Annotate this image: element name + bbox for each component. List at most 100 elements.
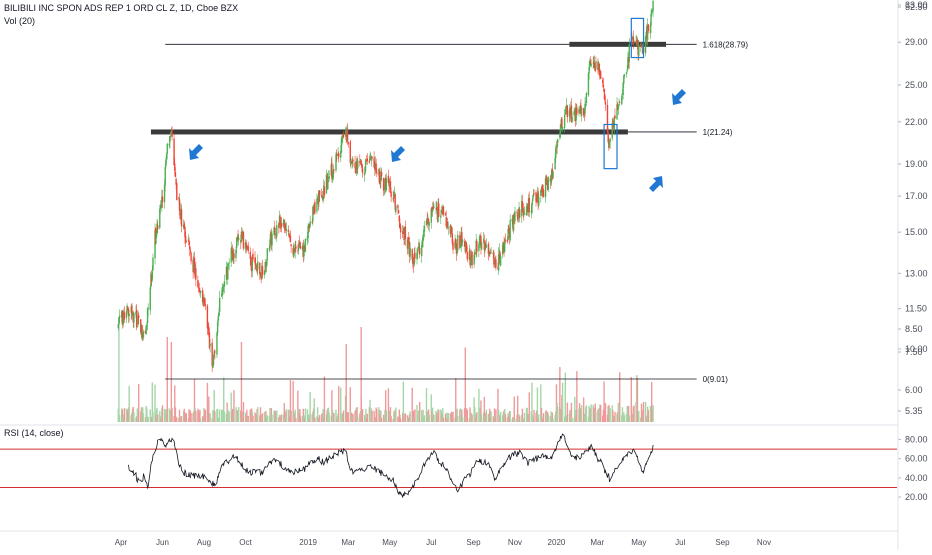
candle-body bbox=[535, 192, 537, 202]
volume-spike bbox=[630, 377, 632, 422]
volume-bar bbox=[263, 411, 266, 422]
candle-body bbox=[297, 243, 300, 251]
candle-body bbox=[525, 206, 528, 216]
candle-body bbox=[511, 218, 513, 222]
x-tick-label: Jun bbox=[156, 538, 169, 547]
volume-bar bbox=[223, 377, 225, 422]
price-tick-label: 19.00 bbox=[905, 159, 928, 169]
candle-body bbox=[566, 105, 569, 118]
candle-body bbox=[480, 242, 483, 250]
volume-bar bbox=[633, 405, 635, 422]
candle-body bbox=[602, 84, 605, 88]
volume-bar bbox=[206, 382, 209, 422]
candle-body bbox=[421, 244, 423, 257]
volume-bar bbox=[471, 414, 473, 422]
volume-bar bbox=[195, 411, 197, 422]
candle-body bbox=[436, 207, 438, 211]
candle-body bbox=[361, 164, 363, 169]
volume-bar bbox=[652, 405, 654, 422]
x-tick-label: Apr bbox=[115, 538, 128, 547]
candle-body bbox=[249, 251, 251, 260]
candle-body bbox=[570, 105, 573, 122]
volume-bar bbox=[299, 416, 302, 422]
volume-bar bbox=[333, 413, 335, 422]
candle-body bbox=[609, 138, 611, 142]
candle-body bbox=[311, 221, 313, 223]
candle-body bbox=[573, 111, 575, 116]
candle-body bbox=[340, 150, 342, 158]
candle-body bbox=[359, 161, 361, 163]
candle-body bbox=[413, 254, 415, 265]
candle-body bbox=[265, 260, 268, 268]
candle-body bbox=[151, 271, 153, 280]
volume-bar bbox=[483, 396, 486, 422]
volume-bar bbox=[246, 409, 248, 422]
volume-bar bbox=[318, 414, 321, 422]
volume-bar bbox=[604, 403, 607, 422]
volume-bar bbox=[412, 410, 415, 422]
candle-body bbox=[628, 44, 630, 62]
volume-bar bbox=[550, 411, 552, 422]
candle-body bbox=[203, 298, 206, 305]
volume-bar bbox=[523, 412, 526, 422]
volume-bar bbox=[480, 414, 483, 422]
candle-body bbox=[257, 261, 259, 270]
candle-body bbox=[516, 212, 518, 214]
candle-body bbox=[136, 326, 139, 328]
candle-body bbox=[438, 203, 440, 217]
candle-body bbox=[227, 263, 229, 280]
candle-body bbox=[117, 324, 119, 329]
volume-bar bbox=[490, 411, 492, 422]
candle-body bbox=[552, 171, 554, 179]
candle-body bbox=[512, 214, 515, 231]
candle-body bbox=[395, 205, 397, 212]
candle-body bbox=[193, 257, 196, 274]
volume-bar bbox=[552, 418, 554, 422]
candle-body bbox=[474, 253, 477, 255]
volume-spike bbox=[240, 342, 243, 422]
candle-body bbox=[504, 238, 506, 252]
volume-bar bbox=[450, 411, 453, 422]
volume-bar bbox=[342, 410, 345, 422]
candle-body bbox=[447, 227, 449, 229]
volume-bar bbox=[366, 413, 369, 422]
candle-body bbox=[212, 355, 215, 366]
volume-bar bbox=[294, 409, 296, 422]
candle-body bbox=[621, 96, 623, 105]
candle-body bbox=[619, 102, 621, 104]
rsi-label: RSI (14, close) bbox=[4, 428, 64, 438]
candle-body bbox=[321, 196, 324, 199]
candle-body bbox=[184, 226, 186, 238]
candle-body bbox=[359, 159, 362, 162]
candle-body bbox=[647, 24, 650, 32]
volume-bar bbox=[257, 407, 259, 422]
volume-bar bbox=[309, 391, 311, 422]
volume-bar bbox=[536, 387, 539, 422]
candle-body bbox=[174, 163, 176, 172]
candle-body bbox=[349, 141, 351, 163]
candle-body bbox=[416, 249, 419, 254]
candle-body bbox=[641, 45, 643, 48]
volume-bar bbox=[457, 415, 459, 422]
candle-body bbox=[180, 209, 183, 227]
candle-body bbox=[389, 180, 392, 193]
volume-bar bbox=[347, 412, 349, 422]
volume-bar bbox=[636, 377, 639, 422]
candle-body bbox=[142, 331, 145, 338]
volume-bar bbox=[551, 412, 554, 422]
candle-body bbox=[531, 202, 533, 213]
rsi-tick-label: 60.00 bbox=[905, 454, 928, 464]
volume-bar bbox=[513, 396, 515, 422]
candle-body bbox=[335, 154, 337, 171]
volume-bar bbox=[276, 410, 278, 422]
candle-body bbox=[398, 215, 400, 222]
candle-body bbox=[173, 138, 175, 166]
volume-bar bbox=[582, 397, 585, 422]
candle-body bbox=[613, 117, 615, 130]
volume-bar bbox=[464, 347, 466, 422]
volume-bar bbox=[421, 409, 423, 422]
candle-body bbox=[457, 234, 459, 251]
volume-bar bbox=[509, 410, 511, 422]
candle-body bbox=[254, 257, 256, 264]
